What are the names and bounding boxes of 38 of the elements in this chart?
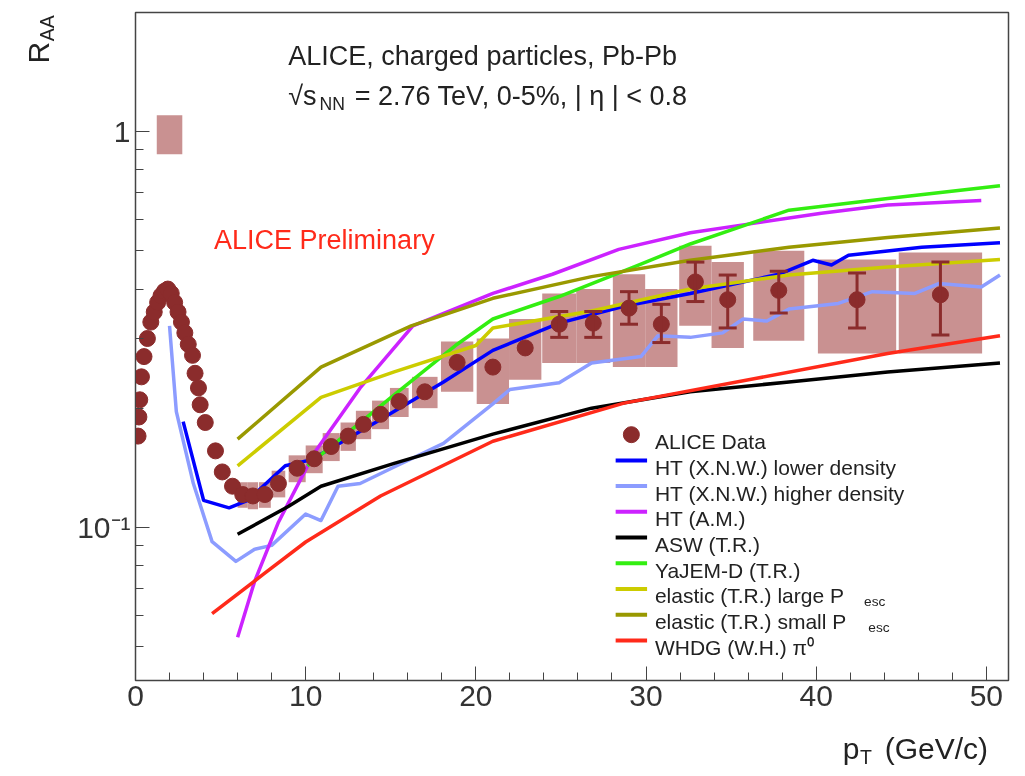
- x-tick-label: 40: [799, 678, 833, 712]
- point: [372, 405, 390, 423]
- y-tick-label: 1: [113, 115, 131, 149]
- y-axis-title: RAA: [22, 15, 58, 64]
- point: [288, 459, 306, 477]
- x-tick-label: 50: [969, 678, 1004, 712]
- point: [189, 379, 207, 397]
- x-tick-label: 20: [459, 678, 493, 712]
- point: [269, 475, 287, 493]
- point: [206, 442, 224, 460]
- annotation: ALICE, charged particles, Pb-Pb: [288, 40, 677, 71]
- point: [322, 438, 340, 456]
- legend-label: HT (X.N.W.) lower density: [654, 455, 897, 479]
- point: [305, 450, 323, 468]
- point: [184, 346, 202, 364]
- legend-label: HT (A.M.): [654, 507, 746, 531]
- x-tick-label: 0: [127, 678, 144, 712]
- legend-label: ASW (T.R.): [654, 533, 760, 557]
- point: [196, 414, 214, 431]
- point: [138, 330, 156, 347]
- legend-label: ALICE Data: [654, 430, 767, 454]
- point: [213, 463, 231, 481]
- x-tick-label: 30: [629, 678, 663, 712]
- bar: [156, 115, 183, 155]
- x-tick-label: 10: [288, 678, 323, 712]
- line-series: [167, 273, 1002, 564]
- legend-label: WHDG (W.H.) π⁰: [654, 635, 815, 659]
- point: [135, 348, 153, 366]
- point: [191, 396, 209, 414]
- point: [339, 427, 357, 445]
- y-tick-label: 10⁻¹: [77, 510, 131, 544]
- annotation: ALICE Preliminary: [214, 224, 436, 255]
- point: [186, 364, 204, 382]
- legend-label: YaJEM-D (T.R.): [654, 558, 801, 582]
- point: [355, 415, 373, 433]
- legend-label: HT (X.N.W.) higher density: [654, 481, 905, 505]
- line-series: [210, 333, 1002, 616]
- point: [256, 486, 274, 504]
